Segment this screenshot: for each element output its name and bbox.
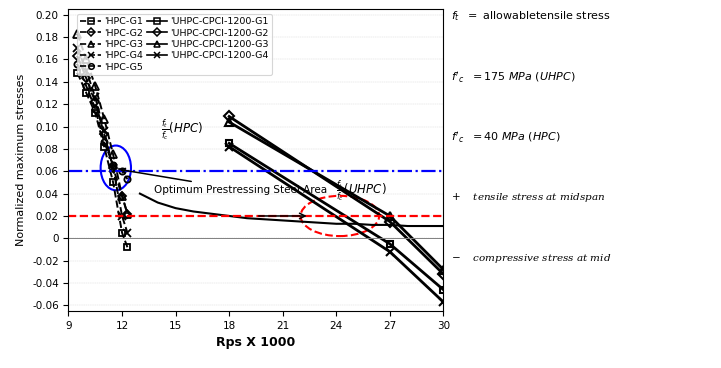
- Text: $+$    tensile stress at midspan: $+$ tensile stress at midspan: [451, 191, 605, 204]
- Text: Optimum Prestressing Steel Area: Optimum Prestressing Steel Area: [121, 169, 327, 195]
- Text: $\frac{f_t}{f_c}$$(UHPC)$: $\frac{f_t}{f_c}$$(UHPC)$: [336, 178, 387, 202]
- Text: $-$    compressive stress at mid: $-$ compressive stress at mid: [451, 252, 611, 265]
- Text: $\frac{f_t}{f_c}$$(HPC)$: $\frac{f_t}{f_c}$$(HPC)$: [162, 117, 203, 142]
- X-axis label: Rps X 1000: Rps X 1000: [216, 336, 296, 349]
- Legend: 'HPC-G1, 'HPC-G2, 'HPC-G3, 'HPC-G4, 'HPC-G5, 'UHPC-CPCI-1200-G1, 'UHPC-CPCI-1200: 'HPC-G1, 'HPC-G2, 'HPC-G3, 'HPC-G4, 'HPC…: [77, 14, 272, 75]
- Text: $f_t$  $=$ allowabletensile stress: $f_t$ $=$ allowabletensile stress: [451, 9, 610, 23]
- Text: $f'_c$  $=175$ $MPa$ $(UHPC)$: $f'_c$ $=175$ $MPa$ $(UHPC)$: [451, 70, 575, 85]
- Y-axis label: Normalized maximum stresses: Normalized maximum stresses: [17, 74, 27, 246]
- Text: $f'_c$  $=40$ $MPa$ $(HPC)$: $f'_c$ $=40$ $MPa$ $(HPC)$: [451, 131, 560, 145]
